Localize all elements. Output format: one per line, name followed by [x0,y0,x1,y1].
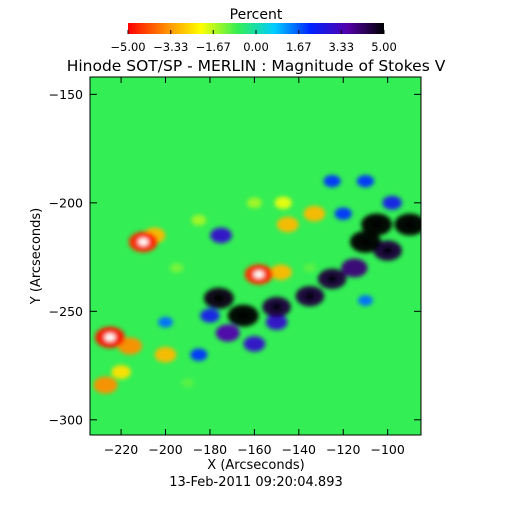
x-tick-label: −120 [326,442,360,457]
flux-patch [276,216,299,233]
flux-patch [181,378,195,388]
colorbar [128,23,384,34]
flux-patch [117,337,143,355]
flux-patch [169,263,184,273]
y-tick-label: −200 [49,195,83,210]
colorbar-tick-label: 0.00 [243,40,269,54]
x-tick-label: −140 [282,442,316,457]
y-axis-label: Y (Arcseconds) [29,208,44,305]
flux-patch [200,308,220,323]
plot-background [90,77,421,435]
colorbar-tick-label: 1.67 [286,40,312,54]
flux-patch [341,258,368,278]
flux-core [371,220,382,229]
flux-patch [303,205,326,222]
heatmap-features [93,174,421,394]
flux-patch [111,365,131,380]
colorbar-tick-label: −3.33 [153,40,188,54]
flux-core [104,333,116,342]
flux-patch [334,207,352,220]
flux-core [304,292,315,300]
flux-patch [270,264,292,281]
flux-core [253,270,264,279]
colorbar-tick-label: 5.00 [371,40,397,54]
x-axis-label: X (Arcseconds) [207,458,304,473]
axis-ticks: −220 −200 −180 −160 −140 −120 −100 −150 −200 −250… [49,77,421,457]
plot-frame [89,76,422,436]
colorbar-ticks: −5.00 −3.33 −1.67 0.00 1.67 3.33 5.00 [110,30,397,54]
flux-patch [358,295,373,306]
flux-patch [210,227,232,244]
flux-patch [93,376,118,394]
x-tick-label: −200 [148,442,182,457]
colorbar-tick-label: −5.00 [110,40,145,54]
flux-core [271,303,282,311]
colorbar-tick-label: −1.67 [196,40,231,54]
flux-patch [303,263,317,273]
y-tick-label: −250 [49,304,83,319]
colorbar-title: Percent [230,7,283,23]
flux-patch [158,316,173,328]
flux-patch [191,214,207,226]
flux-core [404,220,416,229]
x-tick-label: −180 [193,442,227,457]
observation-timestamp: 13-Feb-2011 09:20:04.893 [169,475,343,490]
flux-patch [382,195,402,210]
y-tick-label: −150 [49,87,83,102]
flux-core [213,294,225,303]
flux-patch [274,196,292,210]
x-tick-label: −160 [237,442,271,457]
flux-patch [265,314,288,330]
flux-core [138,238,149,246]
chart-title: Hinode SOT/SP - MERLIN : Magnitude of St… [67,57,446,75]
flux-core [360,238,371,246]
flux-core [237,311,249,320]
flux-core [382,247,393,255]
flux-core [327,275,338,283]
flux-patch [323,174,341,188]
x-tick-label: −220 [104,442,138,457]
flux-patch [215,324,240,342]
flux-patch [154,346,177,363]
y-tick-label: −300 [49,412,83,427]
colorbar-tick-label: 3.33 [328,40,354,54]
flux-patch [190,348,208,361]
x-tick-label: −100 [371,442,405,457]
flux-patch [243,336,266,352]
flux-patch [356,174,375,188]
flux-patch [246,197,262,209]
